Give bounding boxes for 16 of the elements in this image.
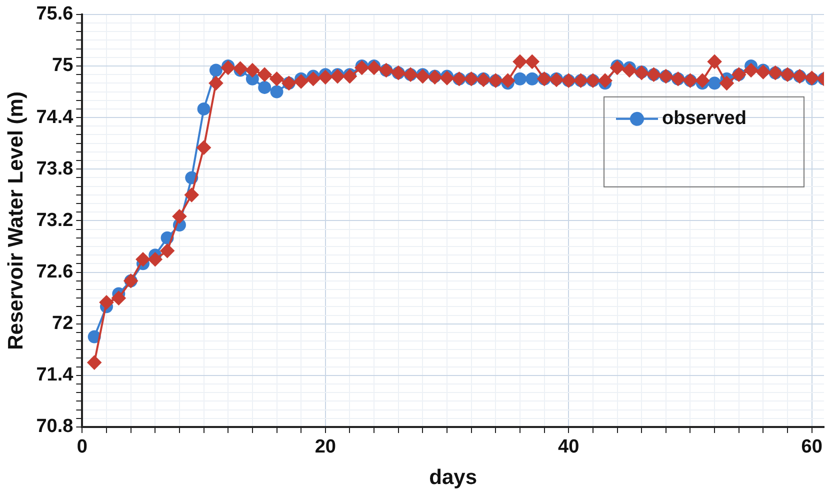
y-tick-label: 70.8 — [36, 416, 74, 438]
x-tick-label: 20 — [314, 436, 336, 458]
y-tick-label: 73.2 — [36, 210, 74, 231]
y-tick-label: 71.4 — [36, 364, 74, 386]
y-tick-label: 75 — [52, 55, 74, 76]
x-tick-label: 60 — [801, 436, 822, 458]
y-tick-label: 72 — [52, 313, 74, 334]
x-tick-label: 40 — [558, 436, 580, 458]
x-tick-label: 0 — [76, 436, 88, 458]
y-tick-label: 74.4 — [36, 106, 74, 128]
y-axis-title: Reservoir Water Level (m) — [4, 92, 28, 350]
y-tick-label: 75.6 — [36, 4, 74, 25]
legend-label: observed — [662, 108, 746, 130]
y-tick-label: 73.8 — [36, 158, 74, 180]
x-axis-title: days — [429, 466, 478, 490]
y-tick-label: 72.6 — [36, 262, 74, 283]
